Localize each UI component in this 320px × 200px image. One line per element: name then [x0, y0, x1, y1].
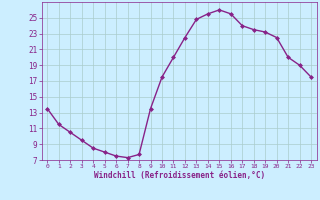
X-axis label: Windchill (Refroidissement éolien,°C): Windchill (Refroidissement éolien,°C) — [94, 171, 265, 180]
